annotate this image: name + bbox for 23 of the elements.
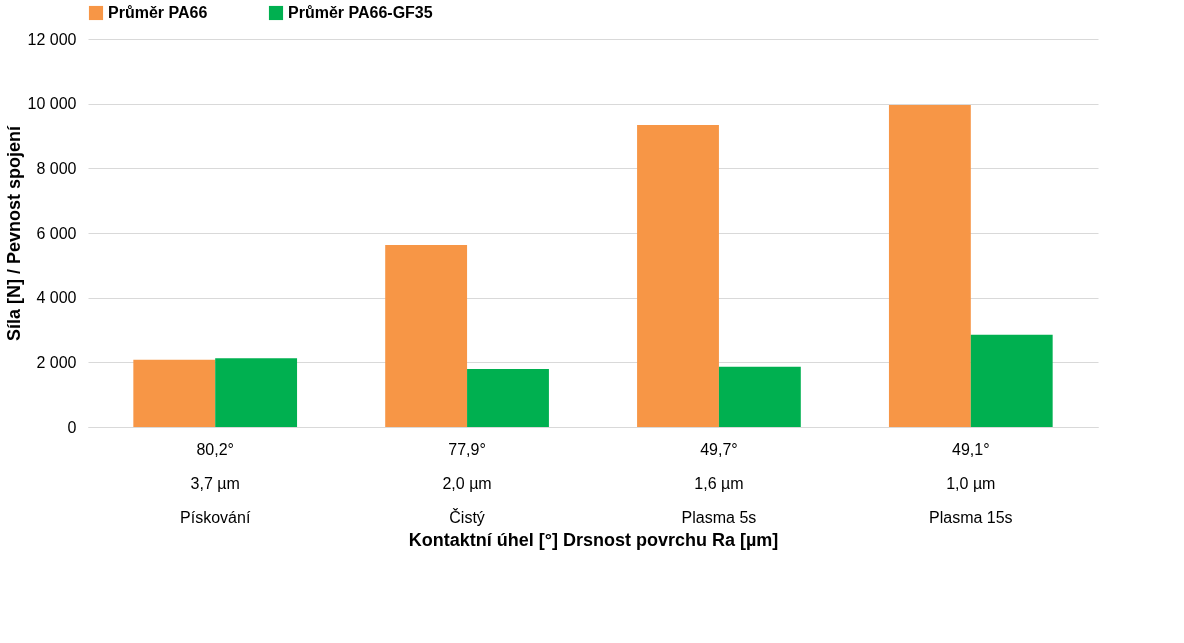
x-axis-title: Kontaktní úhel [°] Drsnost povrchu Ra [µm] (408, 529, 779, 550)
bar (970, 334, 1053, 427)
bar (133, 359, 216, 427)
y-tick-label: 6 000 (36, 224, 77, 242)
bar (718, 366, 801, 427)
y-tick-label: 10 000 (27, 95, 77, 113)
bar (888, 104, 971, 427)
legend-label: Průměr PA66-GF35 (288, 4, 433, 21)
x-tick-label: 77,9° 2,0 µm Čistý (442, 440, 492, 526)
bar (637, 125, 719, 427)
y-tick-label: 4 000 (36, 289, 77, 307)
x-tick-label: 80,2° 3,7 µm Pískování (180, 440, 251, 526)
y-tick-label: 0 (67, 418, 77, 436)
bar (215, 358, 298, 427)
bar (467, 369, 549, 427)
bar (385, 244, 468, 427)
legend-label: Průměr PA66 (108, 4, 208, 21)
y-axis-title: Síla [N] / Pevnost spojení (3, 124, 24, 342)
y-tick-label: 2 000 (36, 353, 77, 371)
y-tick-label: 12 000 (27, 30, 77, 48)
x-tick-label: 49,1° 1,0 µm Plasma 15s (929, 440, 1013, 526)
y-tick-label: 8 000 (36, 159, 77, 177)
x-tick-label: 49,7° 1,6 µm Plasma 5s (681, 440, 757, 526)
